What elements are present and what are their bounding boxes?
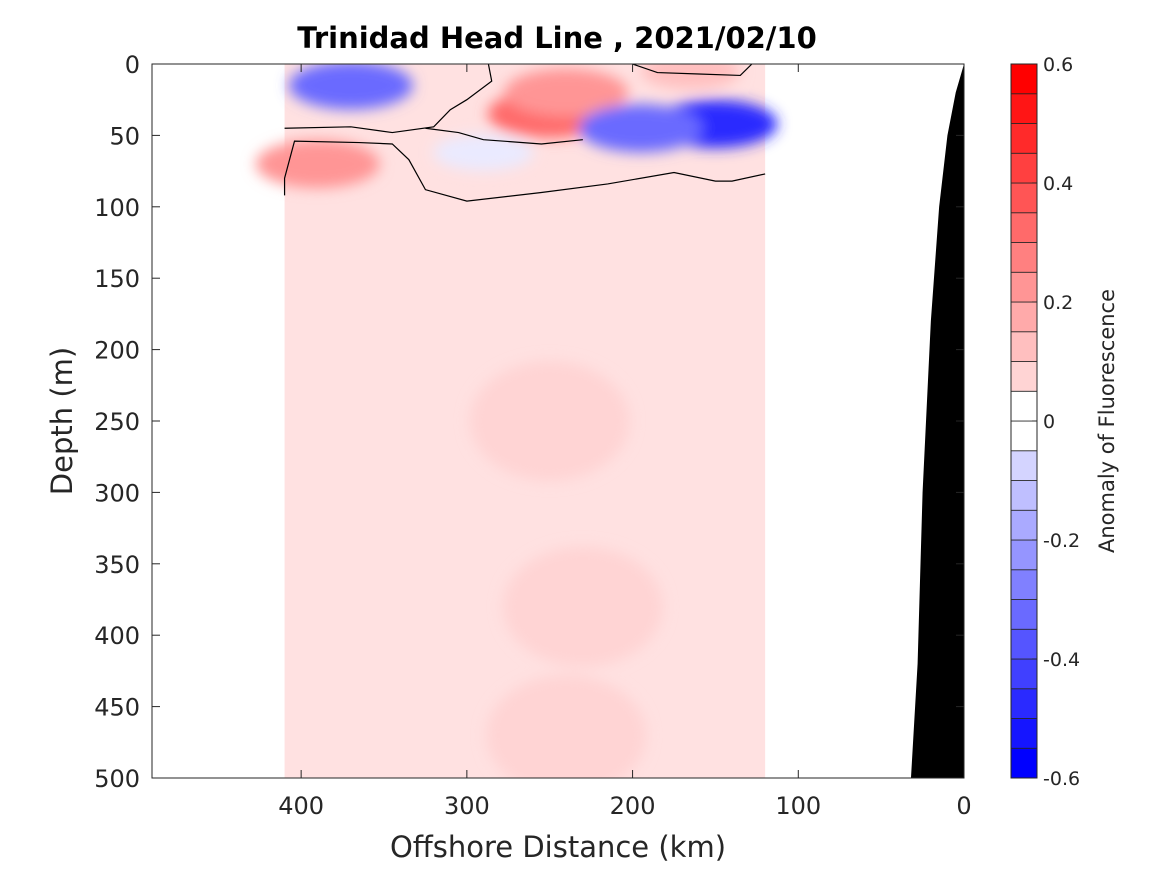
contour-line-1 bbox=[283, 140, 766, 202]
colorbar-band-5 bbox=[1010, 599, 1038, 630]
y-axis-title: Depth (m) bbox=[45, 347, 79, 495]
colorbar-band-4 bbox=[1010, 628, 1038, 660]
colorbar-tick-label-2: 0.2 bbox=[1043, 292, 1073, 314]
contour-line-2 bbox=[632, 64, 753, 77]
contour-line-3 bbox=[425, 127, 583, 145]
plot-content bbox=[255, 64, 964, 778]
y-tick-label-8: 400 bbox=[94, 622, 140, 650]
x-tick-label-2: 200 bbox=[610, 792, 656, 820]
anomaly-layer bbox=[255, 64, 778, 778]
x-tick-label-0: 400 bbox=[278, 792, 324, 820]
colorbar-band-19 bbox=[1010, 182, 1038, 214]
chart-title: Trinidad Head Line , 2021/02/10 bbox=[297, 21, 817, 55]
colorbar-tick-label-6: -0.6 bbox=[1043, 768, 1080, 790]
x-tick-label-4: 0 bbox=[956, 792, 971, 820]
x-axis-title: Offshore Distance (km) bbox=[390, 830, 726, 864]
colorbar-tick-label-4: -0.2 bbox=[1043, 530, 1080, 552]
colorbar: 0.6 0.4 0.2 0 -0.2 -0.4 -0.6 bbox=[1010, 54, 1080, 790]
colorbar-band-21 bbox=[1010, 123, 1038, 154]
colorbar-band-2 bbox=[1010, 688, 1038, 719]
anomaly-feature-8 bbox=[469, 361, 630, 481]
colorbar-band-8 bbox=[1010, 509, 1038, 541]
colorbar-band-0 bbox=[1010, 747, 1038, 779]
colorbar-band-17 bbox=[1010, 242, 1038, 273]
colorbar-band-11 bbox=[1010, 420, 1038, 452]
colorbar-band-9 bbox=[1010, 480, 1038, 511]
colorbar-band-22 bbox=[1010, 93, 1038, 124]
colorbar-band-1 bbox=[1010, 718, 1038, 749]
colorbar-band-7 bbox=[1010, 539, 1038, 571]
colorbar-tick-label-3: 0 bbox=[1043, 411, 1055, 433]
colorbar-tick-label-0: 0.6 bbox=[1043, 54, 1073, 76]
anomaly-feature-0 bbox=[288, 64, 413, 110]
colorbar-band-10 bbox=[1010, 450, 1038, 481]
y-tick-label-4: 200 bbox=[94, 337, 140, 365]
anomaly-feature-3 bbox=[504, 68, 629, 117]
x-tick-label-3: 100 bbox=[775, 792, 821, 820]
anomaly-feature-7 bbox=[433, 134, 534, 171]
contour-line-0 bbox=[284, 64, 493, 134]
colorbar-band-12 bbox=[1010, 390, 1038, 422]
colorbar-band-23 bbox=[1010, 63, 1038, 95]
x-tick-label-1: 300 bbox=[444, 792, 490, 820]
y-tick-label-9: 450 bbox=[94, 694, 140, 722]
y-tick-label-0: 0 bbox=[125, 51, 140, 79]
anomaly-feature-4 bbox=[640, 64, 741, 90]
y-tick-label-5: 250 bbox=[94, 408, 140, 436]
colorbar-band-3 bbox=[1010, 658, 1038, 690]
colorbar-band-14 bbox=[1010, 331, 1038, 362]
colorbar-band-16 bbox=[1010, 271, 1038, 303]
y-axis: 0 50 100 150 200 250 300 350 400 450 500 bbox=[94, 51, 964, 793]
y-tick-label-6: 300 bbox=[94, 479, 140, 507]
colorbar-band-20 bbox=[1010, 152, 1038, 184]
colorbar-tick-label-5: -0.4 bbox=[1043, 649, 1080, 671]
y-tick-label-1: 50 bbox=[109, 122, 140, 150]
anomaly-feature-10 bbox=[486, 675, 647, 778]
colorbar-band-18 bbox=[1010, 212, 1038, 243]
anomaly-feature-9 bbox=[502, 546, 663, 667]
colorbar-band-6 bbox=[1010, 569, 1038, 600]
colorbar-tick-label-1: 0.4 bbox=[1043, 173, 1073, 195]
bathymetry-shelf bbox=[910, 64, 964, 778]
y-tick-label-2: 100 bbox=[94, 194, 140, 222]
y-tick-label-7: 350 bbox=[94, 551, 140, 579]
y-tick-label-10: 500 bbox=[94, 765, 140, 793]
y-tick-label-3: 150 bbox=[94, 265, 140, 293]
anomaly-feature-1 bbox=[255, 139, 380, 188]
colorbar-title: Anomaly of Fluorescence bbox=[1095, 289, 1119, 553]
colorbar-band-13 bbox=[1010, 361, 1038, 392]
colorbar-band-15 bbox=[1010, 301, 1038, 333]
contour-layer bbox=[283, 64, 766, 202]
anomaly-feature-6 bbox=[578, 104, 703, 153]
x-axis: 400 300 200 100 0 bbox=[278, 64, 972, 820]
